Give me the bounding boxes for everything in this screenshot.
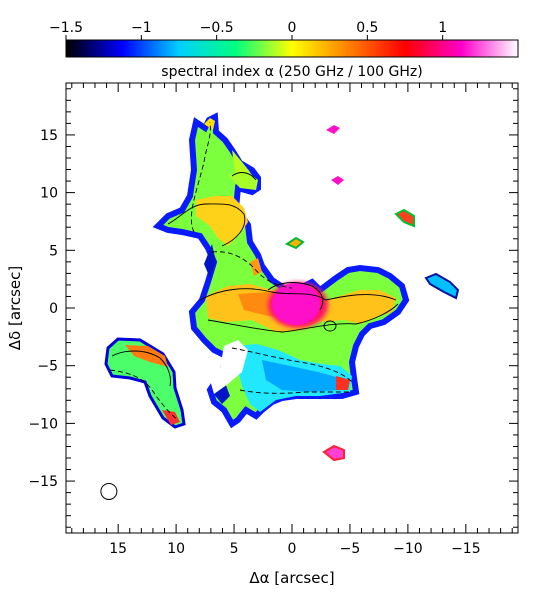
- contour-dashed-2: [190, 121, 211, 233]
- x-tick-label: 0: [288, 541, 297, 557]
- y-tick-label: −10: [28, 416, 58, 432]
- x-tick-label: 15: [109, 541, 127, 557]
- y-axis-label: Δδ [arcsec]: [6, 266, 24, 350]
- emission-peak: [272, 283, 320, 325]
- x-axis-label: Δα [arcsec]: [249, 569, 334, 587]
- contour-solid-5: [267, 282, 324, 311]
- y-tick-label: 0: [49, 301, 58, 317]
- clump-west-2: [424, 272, 460, 300]
- x-axis: 15 10 5 0 −5 −10 −15: [71, 83, 513, 557]
- x-tick-label: 5: [230, 541, 239, 557]
- emission-arm-inner: [196, 196, 248, 246]
- contour-solid-4: [111, 350, 171, 387]
- emission-south-edge: [212, 380, 230, 404]
- emission-north-tip: [204, 118, 215, 130]
- contour-ring: [323, 320, 337, 332]
- colorbar: −1.5 −1 −0.5 0 0.5 1 spectral index α (250 GH…: [49, 20, 519, 80]
- clump-mid: [284, 236, 305, 250]
- y-tick-label: −5: [37, 359, 58, 375]
- contour-solid-1: [167, 203, 246, 247]
- contour-solid-2: [199, 288, 397, 301]
- x-tick-label: −10: [393, 541, 423, 557]
- colorbar-scale: [65, 39, 519, 58]
- colorbar-tick-label: 0: [288, 20, 297, 36]
- y-tick-label: −15: [28, 474, 58, 490]
- emission-south-lobe-core: [262, 360, 340, 392]
- emission-hole: [210, 340, 248, 394]
- x-tick-label: −15: [451, 541, 481, 557]
- colorbar-tick-label: −0.5: [200, 20, 234, 36]
- colorbar-tick-label: 1: [438, 20, 447, 36]
- contour-solid-3: [207, 303, 399, 333]
- clump-west-1: [394, 208, 415, 228]
- emission-east-edge: [204, 244, 216, 278]
- y-axis: 15 10 5 0 −5 −10 −15: [28, 88, 518, 528]
- contour-dashed-4: [239, 389, 352, 394]
- colorbar-tick-label: −1.5: [49, 20, 83, 36]
- x-tick-label: 10: [167, 541, 185, 557]
- emission-southeast-peak: [125, 345, 168, 367]
- colorbar-tick-label: 0.5: [356, 20, 378, 36]
- contour-dashed-3: [231, 347, 353, 383]
- contour-solid-6: [231, 172, 257, 181]
- clump-north-1: [326, 125, 340, 134]
- y-tick-label: 15: [40, 128, 58, 144]
- emission-clump-red: [336, 376, 350, 390]
- clump-north-2: [331, 176, 344, 185]
- clump-south: [322, 444, 345, 462]
- emission-west-arm: [228, 172, 258, 190]
- colorbar-label: spectral index α (250 GHz / 100 GHz): [161, 64, 422, 80]
- plot-area: 15 10 5 0 −5 −10 −15 15 10 5 0 −5 −10 −15 Δα [arcsec…: [6, 82, 519, 587]
- beam-marker: [100, 482, 118, 500]
- y-tick-label: 10: [40, 186, 58, 202]
- x-tick-label: −5: [340, 541, 361, 557]
- colorbar-tick-label: −1: [131, 20, 152, 36]
- contours: [109, 121, 399, 421]
- y-tick-label: 5: [49, 243, 58, 259]
- emission-southeast-tail: [162, 410, 180, 425]
- emission-clump-orange: [250, 258, 262, 276]
- small-clumps: [284, 125, 460, 462]
